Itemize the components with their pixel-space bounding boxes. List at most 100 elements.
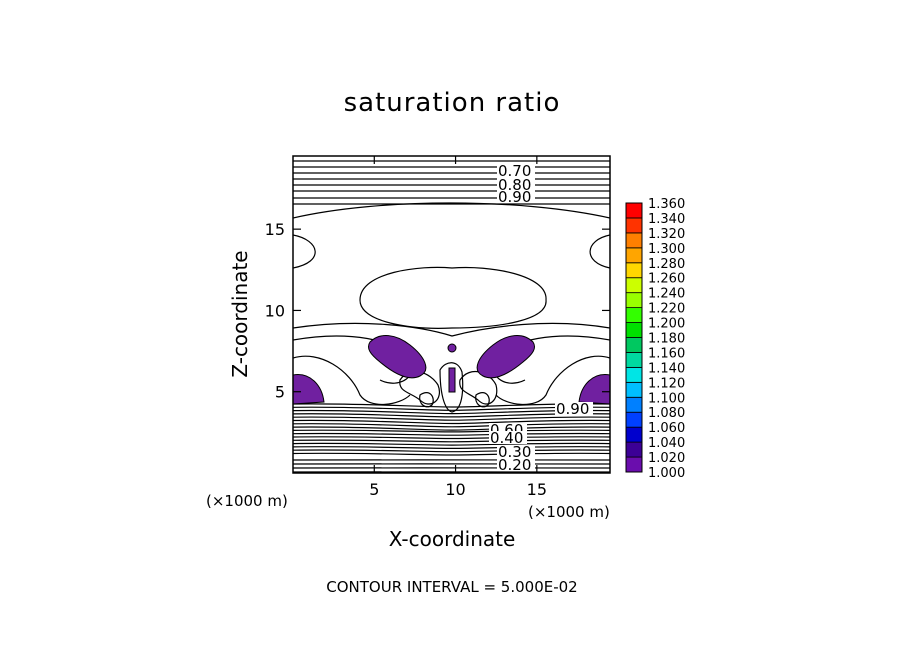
- supersaturated-region: [448, 367, 456, 393]
- colorbar-label: 1.220: [648, 302, 685, 317]
- colorbar-label: 1.120: [648, 376, 685, 391]
- tick-labels: 5 10 15 5 10 15: [265, 220, 547, 499]
- contour-line: [293, 234, 316, 269]
- contour-label-bg: [497, 458, 535, 471]
- contour-line: [293, 406, 610, 411]
- colorbar-frame: [625, 202, 643, 473]
- x-tick-label: 10: [445, 480, 465, 499]
- contour-line: [475, 392, 490, 408]
- contour-line: [293, 413, 610, 418]
- colorbar-label: 1.300: [648, 242, 685, 257]
- colorbar-label: 1.320: [648, 227, 685, 242]
- x-tick-label: 15: [527, 480, 547, 499]
- colorbar-swatch: [625, 307, 643, 323]
- contour-line: [293, 449, 610, 453]
- colorbar-label: 1.360: [648, 197, 685, 212]
- contour-label: 0.90: [498, 188, 531, 206]
- colorbar-label: 1.240: [648, 287, 685, 302]
- colorbar-label: 1.040: [648, 436, 685, 451]
- colorbar-label: 1.200: [648, 317, 685, 332]
- contour-line: [293, 178, 610, 180]
- contour-label-bg: [555, 402, 593, 415]
- colorbar-label: 1.080: [648, 406, 685, 421]
- supersaturated-region: [293, 374, 325, 405]
- supersaturated-region: [476, 335, 536, 379]
- contour-line: [589, 234, 610, 269]
- contour-label: 0.70: [498, 162, 531, 180]
- contour-line: [293, 467, 610, 469]
- axis-ticks: [293, 156, 610, 473]
- contour-line: [293, 160, 610, 162]
- colorbar-label: 1.000: [648, 466, 685, 481]
- colorbar-swatch: [625, 262, 643, 279]
- contour-label: 0.40: [490, 429, 523, 447]
- contour-line: [293, 197, 610, 199]
- x-axis-unit-left: (×1000 m): [206, 492, 288, 510]
- contour-label: 0.20: [498, 456, 531, 474]
- plot-frame: [292, 155, 611, 474]
- contour-line: [293, 403, 610, 408]
- contour-label-bg: [497, 164, 535, 177]
- colorbar-label: 1.160: [648, 346, 685, 361]
- chart-title: saturation ratio: [343, 88, 561, 118]
- contour-line: [293, 459, 610, 461]
- contour-lines: [293, 160, 610, 473]
- colorbar-label: 1.020: [648, 451, 685, 466]
- contour-line: [293, 355, 411, 405]
- colorbar-swatch: [625, 411, 643, 428]
- contour-line: [439, 362, 464, 413]
- y-tick-label: 15: [265, 220, 285, 239]
- contour-label: 0.90: [556, 400, 589, 418]
- colorbar-label: 1.100: [648, 391, 685, 406]
- colorbar-label: 1.280: [648, 257, 685, 272]
- contour-line: [293, 426, 610, 431]
- contour-line: [293, 419, 610, 425]
- contour-line: [293, 409, 610, 415]
- contour-line: [293, 423, 610, 428]
- contour-label: 0.80: [498, 176, 531, 194]
- contour-interval-note: CONTOUR INTERVAL = 5.000E-02: [326, 578, 578, 596]
- contour-line: [293, 416, 610, 421]
- contour-line: [293, 203, 610, 205]
- colorbar-label: 1.140: [648, 361, 685, 376]
- colorbar-swatch: [625, 337, 643, 353]
- contour-line: [293, 452, 610, 456]
- x-tick-label: 5: [369, 480, 379, 499]
- contour-label-bg: [497, 190, 535, 203]
- colorbar-swatch: [625, 232, 643, 249]
- y-axis-label: Z-coordinate: [228, 250, 252, 378]
- contour-line: [293, 471, 610, 473]
- colorbar-swatch: [625, 366, 643, 383]
- contour-line: [293, 190, 610, 192]
- colorbar-swatch: [625, 381, 643, 398]
- colorbar-swatch: [625, 247, 643, 264]
- colorbar-label: 1.060: [648, 421, 685, 436]
- contour-line: [293, 429, 610, 433]
- y-tick-label: 10: [265, 301, 285, 320]
- contour-line: [293, 446, 610, 450]
- contour-line: [495, 355, 610, 405]
- contour-line: [293, 166, 610, 168]
- colorbar-label: 1.340: [648, 212, 685, 227]
- colorbar-swatch: [625, 202, 643, 219]
- colorbar-label: 1.260: [648, 272, 685, 287]
- colorbar-swatch: [625, 322, 643, 338]
- x-axis-unit-right: (×1000 m): [528, 503, 610, 521]
- colorbar-swatch: [625, 352, 643, 368]
- colorbar-swatch: [625, 217, 643, 234]
- contour-line: [293, 442, 610, 446]
- colorbar: 1.0001.0201.0401.0601.0801.1001.1201.140…: [625, 197, 685, 481]
- contour-line: [293, 184, 610, 186]
- colorbar-label: 1.180: [648, 332, 685, 347]
- colorbar-swatch: [625, 441, 643, 458]
- contour-line: [293, 322, 610, 337]
- colorbar-swatch: [625, 456, 643, 473]
- contour-label-bg: [489, 431, 527, 444]
- contour-line: [293, 432, 610, 436]
- contour-line: [293, 202, 610, 219]
- contour-line: [293, 439, 610, 443]
- contour-line: [359, 266, 547, 329]
- colorbar-swatch: [625, 396, 643, 413]
- supersaturated-region: [447, 343, 457, 353]
